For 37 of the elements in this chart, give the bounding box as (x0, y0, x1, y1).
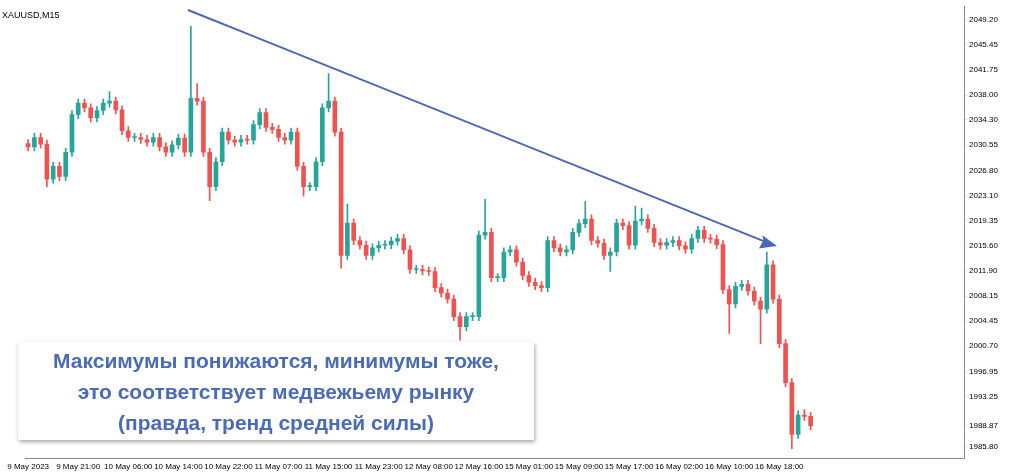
y-tick-label: 2041.75 (969, 64, 999, 74)
x-tick-label: 11 May 23:00 (354, 462, 404, 472)
annotation: Максимумы понижаются, минимумы тоже, это соответствует медвежьему рынку (правда, тренд средней силы) (53, 347, 499, 436)
note-box: Максимумы понижаются, минимумы тоже, это соответствует медвежьему рынку (правда, тренд средней силы) (18, 342, 534, 440)
x-tick-label: 16 May 10:00 (705, 462, 755, 472)
y-tick-label: 2026.80 (969, 165, 999, 175)
x-tick-label: 12 May 08:00 (404, 462, 454, 472)
chart-title: XAUUSD,M15 (2, 9, 60, 20)
y-tick-label: 2019.35 (969, 215, 999, 225)
x-tick-label: 11 May 15:00 (304, 462, 354, 472)
y-tick-label: 2030.55 (969, 140, 999, 150)
x-tick-label: 10 May 14:00 (154, 462, 204, 472)
y-tick-label: 2011.90 (969, 266, 998, 276)
y-tick-label: 2015.60 (969, 241, 999, 251)
y-tick-label: 1993.25 (969, 391, 999, 401)
y-tick-label: 2049.20 (969, 14, 999, 24)
x-tick-label: 16 May 18:00 (755, 462, 805, 472)
x-tick-label: 10 May 22:00 (204, 462, 254, 472)
x-tick-label: 15 May 01:00 (504, 462, 554, 472)
x-tick-label: 15 May 17:00 (604, 462, 654, 472)
y-tick-label: 1985.80 (969, 441, 999, 451)
y-tick-label: 1996.95 (969, 366, 999, 376)
y-tick-label: 1988.87 (969, 421, 999, 431)
x-tick-label: 9 May 21:00 (56, 462, 101, 472)
x-tick-label: 15 May 09:00 (554, 462, 604, 472)
x-tick-label: 9 May 2023 (7, 462, 50, 472)
x-tick-label: 16 May 02:00 (654, 462, 704, 472)
y-tick-label: 2000.70 (969, 341, 999, 351)
y-tick-label: 2034.30 (969, 115, 999, 125)
x-tick-label: 11 May 07:00 (254, 462, 304, 472)
y-tick-label: 2045.45 (969, 40, 999, 50)
y-tick-label: 2004.45 (969, 316, 999, 326)
y-tick-label: 2038.00 (969, 90, 999, 100)
x-tick-label: 12 May 16:00 (454, 462, 504, 472)
y-tick-label: 2023.10 (969, 190, 999, 200)
x-tick-label: 10 May 06:00 (104, 462, 154, 472)
y-tick-label: 2008.15 (969, 291, 999, 301)
